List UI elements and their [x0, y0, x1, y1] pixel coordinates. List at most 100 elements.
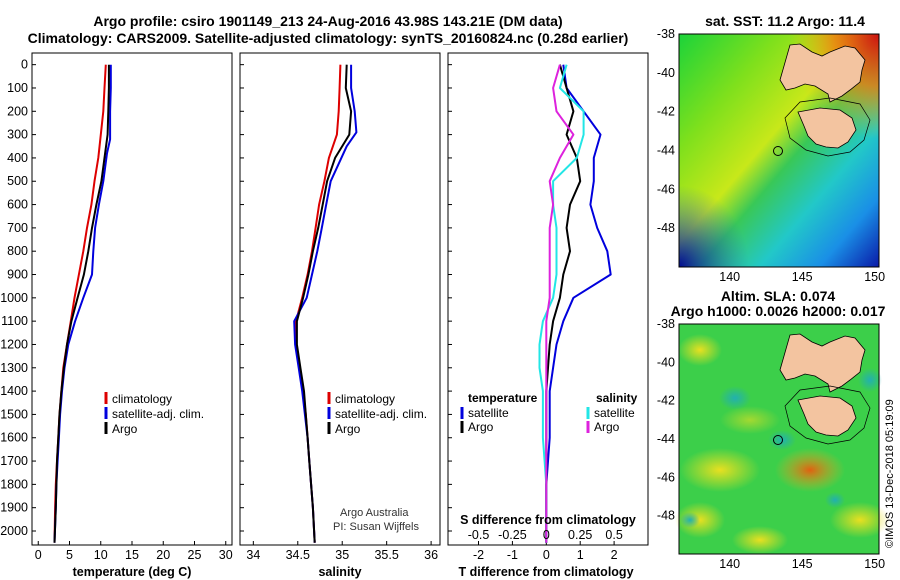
legend-satellite-adj: satellite-adj. clim.: [112, 407, 204, 421]
depth-tick-label: 600: [7, 198, 28, 212]
series-line-argo: [53, 64, 110, 543]
t-difference-axis-label: T difference from climatology: [458, 565, 633, 579]
series-line-s-argo: [545, 64, 575, 543]
profile-lines: [32, 64, 615, 545]
lat-tick-label: -44: [657, 432, 675, 446]
legend-s-satellite: satellite: [594, 406, 635, 420]
x-tick-label: 0: [543, 548, 550, 562]
sla-map: [675, 323, 890, 555]
s-diff-tick-label: -0.25: [498, 528, 527, 542]
s-difference-axis-label: S difference from climatology: [460, 513, 636, 527]
x-tick-label: 35: [335, 548, 349, 562]
lon-tick-label: 140: [719, 270, 740, 284]
depth-tick-label: 2000: [0, 524, 28, 538]
shelf-contour: [784, 385, 871, 445]
map-tick-labels: 140 145 150 -38 -40 -42 -44 -46 -48 140 145 150 -38 -…: [657, 27, 885, 571]
lat-tick-label: -46: [657, 182, 675, 196]
x-tick-label: -2: [473, 548, 484, 562]
depth-tick-label: 500: [7, 174, 28, 188]
depth-tick-label: 1600: [0, 431, 28, 445]
x-tick-label: 25: [188, 548, 202, 562]
depth-tick-label: 900: [7, 268, 28, 282]
sst-map-frame: [678, 33, 880, 268]
lon-tick-label: 145: [792, 270, 813, 284]
lat-tick-label: -42: [657, 105, 675, 119]
lat-tick-label: -48: [657, 509, 675, 523]
s-diff-tick-label: 0.5: [605, 528, 622, 542]
depth-tick-labels: 0 100 200 300 400 500 600 700 800 900 1000 1100 1200…: [0, 58, 28, 538]
lat-tick-label: -38: [657, 27, 675, 41]
argo-australia-note: Argo Australia: [340, 507, 409, 519]
shelf-contour: [784, 97, 871, 157]
legend-climatology: climatology: [335, 392, 395, 406]
sst-map: [678, 33, 880, 268]
legend-satellite-adj: satellite-adj. clim.: [335, 407, 427, 421]
lat-tick-label: -42: [657, 394, 675, 408]
x-tick-label: 34: [246, 548, 260, 562]
x-tick-label: 36: [424, 548, 438, 562]
legend-salinity-heading: salinity: [596, 391, 638, 405]
legend-s-argo: Argo: [594, 420, 620, 434]
depth-tick-label: 1400: [0, 384, 28, 398]
x-tick-label: 2: [611, 548, 618, 562]
x-tick-label: 30: [219, 548, 233, 562]
lon-tick-label: 145: [792, 557, 813, 571]
x-tick-label: 1: [577, 548, 584, 562]
x-tick-label: 0: [35, 548, 42, 562]
lon-tick-label: 150: [864, 557, 885, 571]
x-tick-label: 15: [125, 548, 139, 562]
s-diff-tick-label: -0.5: [468, 528, 490, 542]
depth-tick-label: 100: [7, 81, 28, 95]
x-tick-label: 34.5: [286, 548, 310, 562]
series-line-climatology: [53, 64, 107, 543]
x-tick-label: 35.5: [374, 548, 398, 562]
legend-argo: Argo: [335, 422, 361, 436]
sst-map-title: sat. SST: 11.2 Argo: 11.4: [705, 13, 865, 29]
lon-tick-label: 140: [719, 557, 740, 571]
salinity-legend: climatology satellite-adj. clim. Argo Ar…: [327, 392, 427, 533]
lat-tick-label: -40: [657, 66, 675, 80]
sla-map-frame: [678, 323, 880, 555]
sla-map-title-1: Altim. SLA: 0.074: [721, 288, 836, 304]
depth-tick-label: 200: [7, 104, 28, 118]
difference-plot-frame: [447, 52, 649, 546]
pi-note: PI: Susan Wijffels: [333, 521, 419, 533]
depth-tick-label: 700: [7, 221, 28, 235]
s-diff-tick-label: 0.25: [568, 528, 592, 542]
lat-tick-label: -44: [657, 144, 675, 158]
mainland-coast: [779, 333, 866, 393]
x-tick-label: -1: [507, 548, 518, 562]
imos-watermark: ©IMOS 13-Dec-2018 05:19:09: [884, 399, 896, 548]
depth-tick-label: 0: [21, 58, 28, 72]
tasmania: [797, 395, 857, 437]
legend-t-satellite: satellite: [468, 406, 509, 420]
tasmania: [797, 107, 857, 149]
argo-location-marker: [773, 146, 783, 156]
s-diff-tick-label: 0: [543, 528, 550, 542]
difference-legend: temperature satellite Argo salinity sate…: [460, 391, 638, 434]
lon-tick-label: 150: [864, 270, 885, 284]
depth-tick-label: 1800: [0, 477, 28, 491]
depth-tick-label: 400: [7, 151, 28, 165]
temperature-legend: climatology satellite-adj. clim. Argo: [104, 392, 204, 436]
series-line-satellite-adj-clim-: [53, 64, 112, 543]
temperature-plot-frame: [31, 52, 233, 546]
depth-tick-label: 300: [7, 128, 28, 142]
series-line-s-satellite: [538, 64, 585, 543]
salinity-plot-frame: [239, 52, 441, 546]
depth-tick-label: 1900: [0, 501, 28, 515]
x-tick-label: 20: [156, 548, 170, 562]
lat-tick-label: -48: [657, 221, 675, 235]
sla-map-title-2: Argo h1000: 0.0026 h2000: 0.017: [671, 303, 886, 319]
depth-tick-label: 1100: [1, 314, 28, 328]
title-line-1: Argo profile: csiro 1901149_213 24-Aug-2…: [93, 13, 562, 29]
depth-tick-label: 1000: [0, 291, 28, 305]
legend-temperature-heading: temperature: [468, 391, 538, 405]
x-tick-labels: 0 5 10 15 20 25 30 34 34.5 35 35.5 36 -2 -1 0 1 2 -0.5 -0.…: [35, 528, 623, 562]
series-line-t-satellite: [545, 64, 612, 543]
depth-tick-label: 800: [7, 244, 28, 258]
legend-argo: Argo: [112, 422, 138, 436]
depth-tick-label: 1700: [0, 454, 28, 468]
legend-climatology: climatology: [112, 392, 172, 406]
